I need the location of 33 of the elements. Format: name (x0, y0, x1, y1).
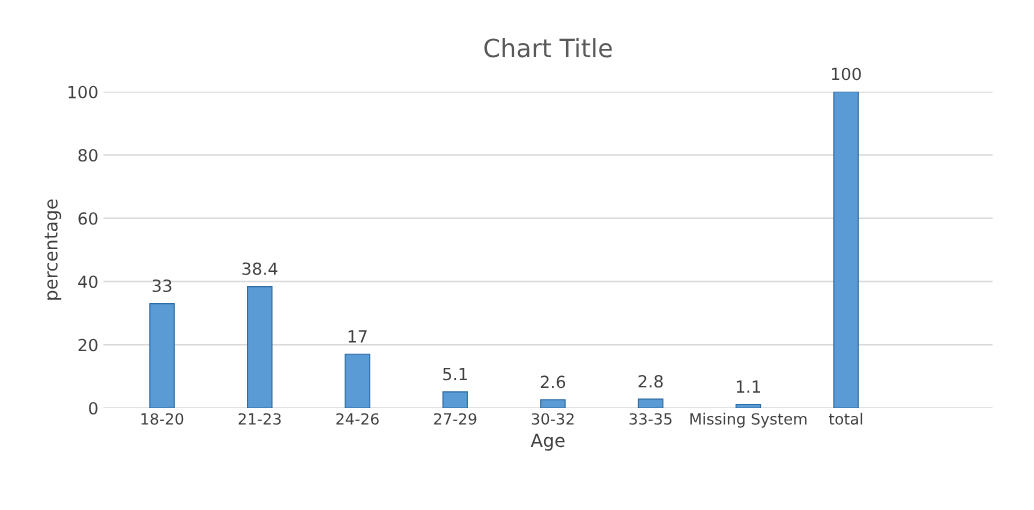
y-tick-label: 100 (68, 85, 98, 99)
x-tick-label: total (829, 412, 863, 425)
bar (637, 398, 664, 408)
y-tick-label: 40 (78, 275, 98, 289)
y-tick-label: 60 (78, 212, 98, 225)
data-label: 5.1 (443, 367, 467, 381)
x-tick-label: 27-29 (434, 413, 477, 425)
y-axis-title: percentage (44, 199, 62, 300)
x-tick-label: 18-20 (141, 413, 184, 425)
bar (344, 353, 371, 408)
x-axis-title: Age (530, 433, 565, 451)
data-label: 100 (831, 67, 861, 81)
bar (149, 303, 175, 408)
x-tick-label: 21-23 (238, 413, 281, 425)
x-tick-label: 24-26 (336, 413, 379, 425)
data-label: 1.1 (736, 380, 761, 393)
x-tick-label: 30-32 (531, 413, 574, 425)
y-tick-label: 80 (78, 149, 98, 162)
bar (246, 286, 273, 408)
bar (540, 399, 566, 408)
data-label: 38.4 (242, 262, 278, 276)
x-tick-label: Missing System (690, 412, 807, 428)
data-label: 2.6 (540, 375, 566, 389)
x-tick-label: 33-35 (629, 413, 672, 425)
data-label: 33 (152, 279, 172, 293)
chart-title: Chart Title (484, 38, 612, 58)
bar (442, 391, 468, 408)
y-tick-label: 20 (78, 338, 98, 352)
bar (735, 403, 762, 408)
data-label: 2.8 (638, 374, 663, 388)
bar (833, 91, 859, 408)
data-label: 17 (348, 330, 367, 343)
y-tick-label: 0 (89, 401, 98, 415)
